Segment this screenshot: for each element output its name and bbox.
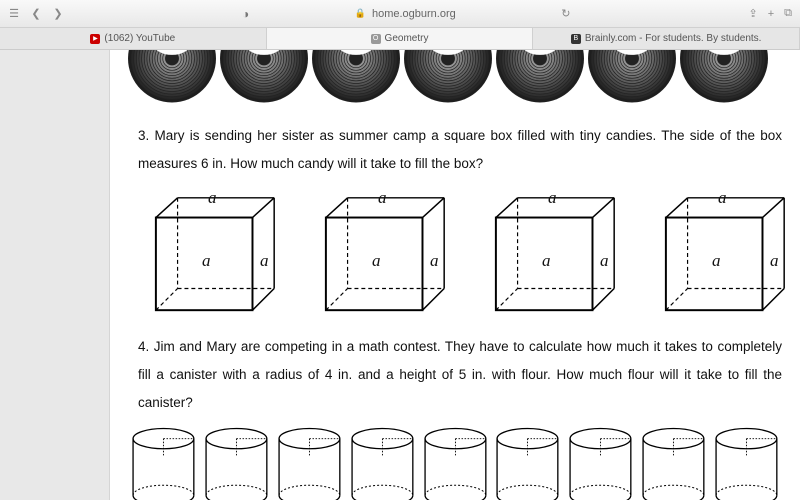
question-3: 3. Mary is sending her sister as summer … <box>138 122 782 179</box>
tab-brainly[interactable]: B Brainly.com - For students. By student… <box>533 28 800 49</box>
cylinder-diagram <box>347 426 418 500</box>
cylinder-diagram <box>638 426 709 500</box>
cylinder-diagram <box>128 426 199 500</box>
edge-label: a <box>372 251 381 271</box>
edge-label: a <box>378 188 387 208</box>
spiral-row <box>128 50 782 108</box>
cube-diagram: a a a <box>488 189 626 319</box>
edge-label: a <box>548 188 557 208</box>
sidebar-toggle-icon[interactable]: ☰ <box>8 8 20 20</box>
viewport: 3. Mary is sending her sister as summer … <box>0 50 800 500</box>
tabs-icon[interactable]: ⧉ <box>784 7 792 20</box>
cubes-row: a a a a a a <box>148 189 782 319</box>
cylinder-diagram <box>201 426 272 500</box>
share-icon[interactable]: ⇪ <box>748 7 757 20</box>
tab-youtube[interactable]: ▶ (1062) YouTube <box>0 28 267 49</box>
url-text: home.ogburn.org <box>372 8 456 20</box>
address-bar[interactable]: 🔒 home.ogburn.org <box>257 8 553 20</box>
edge-label: a <box>542 251 551 271</box>
spiral-graphic <box>128 50 216 108</box>
spiral-graphic <box>588 50 676 108</box>
cube-diagram: a a a <box>148 189 286 319</box>
tabs-bar: ▶ (1062) YouTube O Geometry B Brainly.co… <box>0 28 800 50</box>
brainly-icon: B <box>571 34 581 44</box>
tab-label: Brainly.com - For students. By students. <box>585 33 762 44</box>
forward-icon[interactable]: ❯ <box>52 8 64 20</box>
tab-geometry[interactable]: O Geometry <box>267 28 534 49</box>
cylinder-diagram <box>274 426 345 500</box>
tab-label: (1062) YouTube <box>104 33 175 44</box>
reload-icon[interactable]: ↻ <box>561 7 570 20</box>
edge-label: a <box>208 188 217 208</box>
edge-label: a <box>770 251 779 271</box>
edge-label: a <box>430 251 439 271</box>
cylinder-diagram <box>492 426 563 500</box>
youtube-icon: ▶ <box>90 34 100 44</box>
tab-label: Geometry <box>385 33 429 44</box>
cylinders-row <box>128 426 782 500</box>
spiral-graphic <box>220 50 308 108</box>
cube-diagram: a a a <box>658 189 796 319</box>
spiral-graphic <box>496 50 584 108</box>
cylinder-diagram <box>420 426 491 500</box>
edge-label: a <box>718 188 727 208</box>
lock-icon: 🔒 <box>355 8 366 19</box>
edge-label: a <box>712 251 721 271</box>
browser-toolbar: ☰ ❮ ❯ ◑ 🔒 home.ogburn.org ↻ ⇪ + ⧉ <box>0 0 800 28</box>
cube-diagram: a a a <box>318 189 456 319</box>
left-gutter <box>0 50 110 500</box>
toolbar-right: ⇪ + ⧉ <box>748 7 792 20</box>
spiral-graphic <box>680 50 768 108</box>
new-tab-icon[interactable]: + <box>768 8 774 20</box>
cylinder-diagram <box>711 426 782 500</box>
shield-icon[interactable]: ◑ <box>242 7 249 21</box>
back-icon[interactable]: ❮ <box>30 8 42 20</box>
page-content: 3. Mary is sending her sister as summer … <box>110 50 800 500</box>
edge-label: a <box>202 251 211 271</box>
ogburn-icon: O <box>371 34 381 44</box>
edge-label: a <box>600 251 609 271</box>
nav-buttons: ☰ ❮ ❯ <box>8 8 64 20</box>
spiral-graphic <box>404 50 492 108</box>
edge-label: a <box>260 251 269 271</box>
spiral-graphic <box>312 50 400 108</box>
question-4: 4. Jim and Mary are competing in a math … <box>138 333 782 418</box>
cylinder-diagram <box>565 426 636 500</box>
